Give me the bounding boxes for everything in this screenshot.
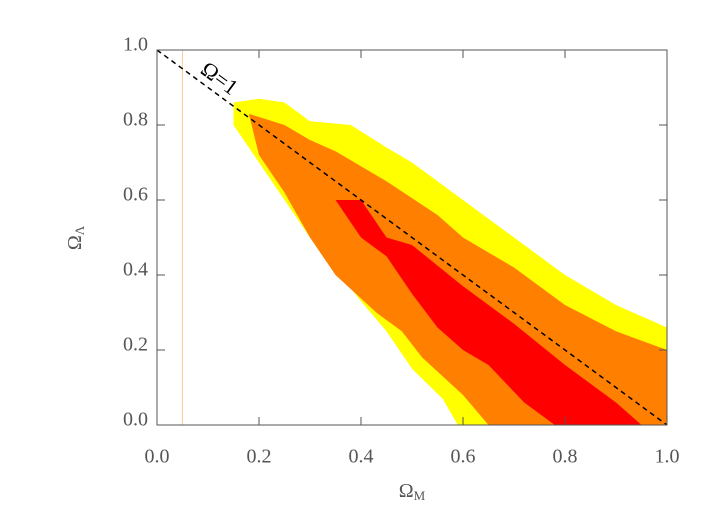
x-tick-label: 0.8 — [553, 446, 578, 468]
y-tick-label: 1.0 — [123, 34, 148, 56]
x-tick-label: 1.0 — [655, 446, 680, 468]
x-tick-label: 0.6 — [451, 446, 476, 468]
reference-label: Ω=1 — [196, 56, 243, 100]
x-tick-label: 0.2 — [247, 446, 272, 468]
x-tick-label: 0.0 — [145, 446, 170, 468]
y-axis-label: ΩΛ — [64, 225, 87, 250]
x-axis-label: ΩM — [399, 480, 426, 503]
reference-line — [156, 49, 668, 426]
contour-region — [248, 113, 668, 425]
y-tick-label: 0.6 — [123, 184, 148, 206]
y-tick-label: 0.4 — [123, 259, 148, 281]
x-tick-label: 0.4 — [349, 446, 374, 468]
plot-frame — [156, 49, 668, 426]
y-tick-label: 0.0 — [123, 409, 148, 431]
y-tick-label: 0.8 — [123, 109, 148, 131]
contour-region — [335, 200, 642, 425]
y-tick-label: 0.2 — [123, 334, 148, 356]
